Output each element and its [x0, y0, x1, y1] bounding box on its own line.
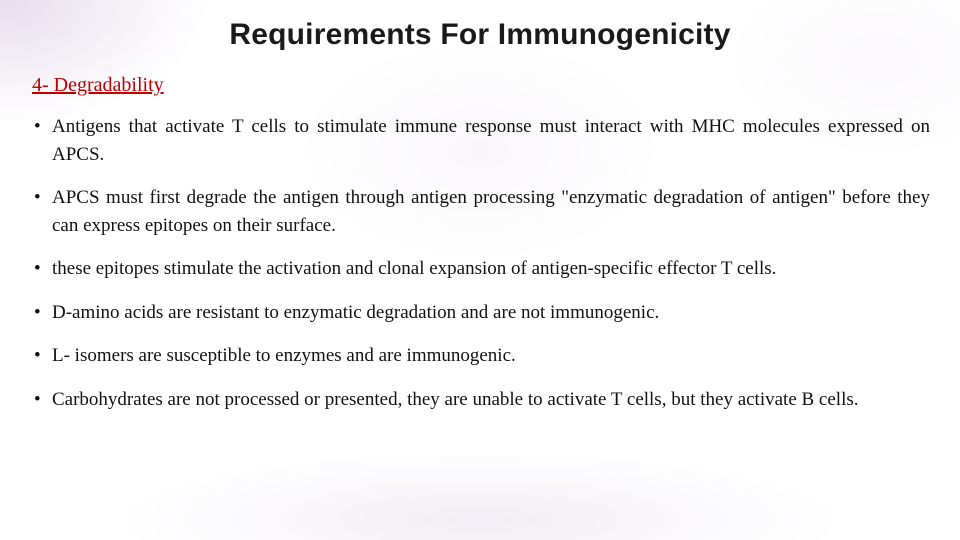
slide-content: Requirements For Immunogenicity 4- Degra…: [30, 18, 930, 413]
bullet-item: Carbohydrates are not processed or prese…: [32, 386, 930, 414]
slide-subheading: 4- Degradability: [32, 74, 930, 97]
bullet-item: Antigens that activate T cells to stimul…: [32, 113, 930, 168]
bullet-list: Antigens that activate T cells to stimul…: [30, 113, 930, 413]
bullet-item: D-amino acids are resistant to enzymatic…: [32, 299, 930, 327]
slide-title: Requirements For Immunogenicity: [30, 18, 930, 52]
bullet-item: these epitopes stimulate the activation …: [32, 255, 930, 283]
bullet-item: L- isomers are susceptible to enzymes an…: [32, 342, 930, 370]
bullet-item: APCS must first degrade the antigen thro…: [32, 184, 930, 239]
